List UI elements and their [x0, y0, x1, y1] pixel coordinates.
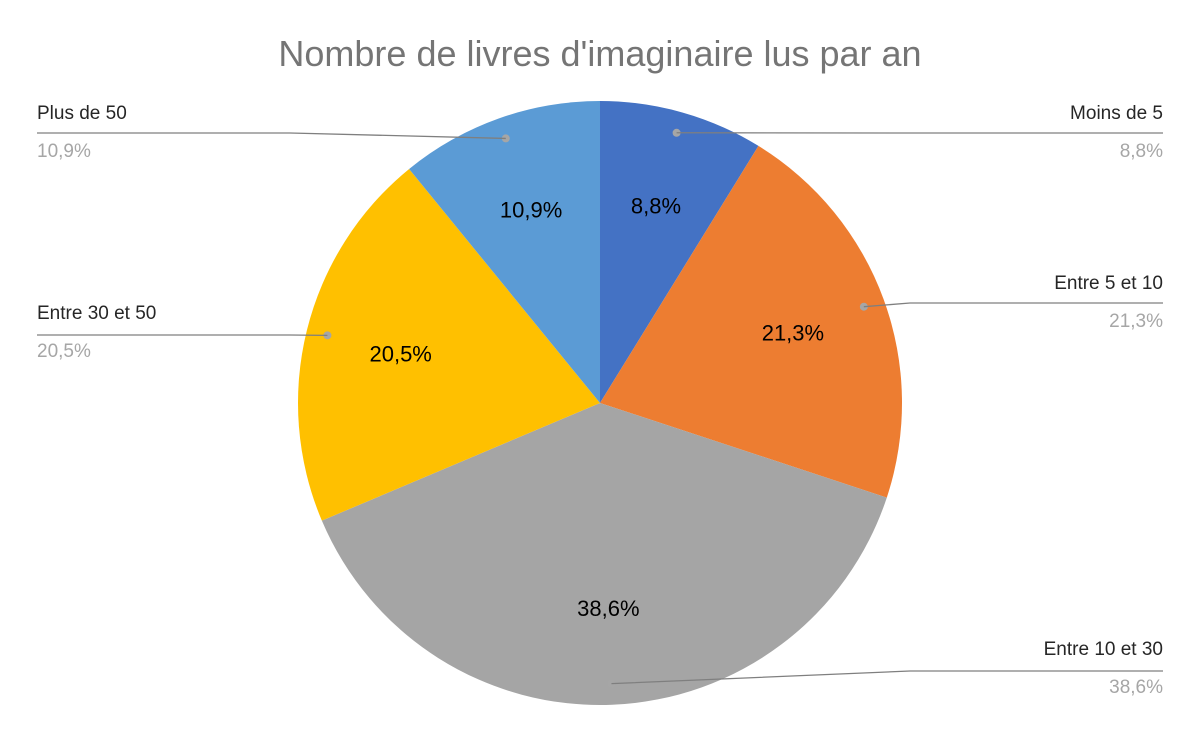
- callout-name-entre-30-et-50: Entre 30 et 50: [37, 303, 156, 324]
- pie-slices: [297, 101, 902, 705]
- callout-pct-entre-10-et-30: 38,6%: [1109, 677, 1163, 698]
- callout-pct-entre-5-et-10: 21,3%: [1109, 311, 1163, 332]
- pie-slice-entre-5-et-10: [600, 145, 902, 498]
- pie-slice-labels: 8,8% 21,3% 38,6% 20,5% 10,9%: [369, 193, 824, 621]
- chart-title: Nombre de livres d'imaginaire lus par an: [278, 33, 921, 74]
- callout-line-entre-10-et-30: [611, 670, 1163, 685]
- slice-label-entre-10-et-30: 38,6%: [577, 596, 639, 621]
- callout-name-plus-de-50: Plus de 50: [37, 103, 127, 124]
- callout-pct-moins-de-5: 8,8%: [1120, 141, 1163, 162]
- callout-name-entre-10-et-30: Entre 10 et 30: [1044, 639, 1163, 660]
- slice-label-entre-5-et-10: 21,3%: [762, 321, 824, 346]
- callout-name-moins-de-5: Moins de 5: [1070, 103, 1163, 124]
- slice-label-moins-de-5: 8,8%: [631, 193, 681, 218]
- pie-slice-entre-10-et-30: [321, 403, 887, 705]
- pie-slice-moins-de-5: [600, 101, 759, 403]
- callout-pct-plus-de-50: 10,9%: [37, 141, 91, 162]
- pie-callouts: Moins de 5 8,8% Entre 5 et 10 21,3% Entre 10…: [37, 103, 1163, 698]
- callout-line-plus-de-50: [37, 132, 506, 140]
- callout-line-entre-5-et-10: [863, 302, 1163, 308]
- pie-slice-plus-de-50: [409, 101, 600, 403]
- pie-slice-entre-30-et-50: [297, 168, 600, 521]
- callout-name-entre-5-et-10: Entre 5 et 10: [1054, 273, 1163, 294]
- slice-label-plus-de-50: 10,9%: [500, 198, 562, 223]
- slice-label-entre-30-et-50: 20,5%: [369, 342, 431, 367]
- callout-pct-entre-30-et-50: 20,5%: [37, 341, 91, 362]
